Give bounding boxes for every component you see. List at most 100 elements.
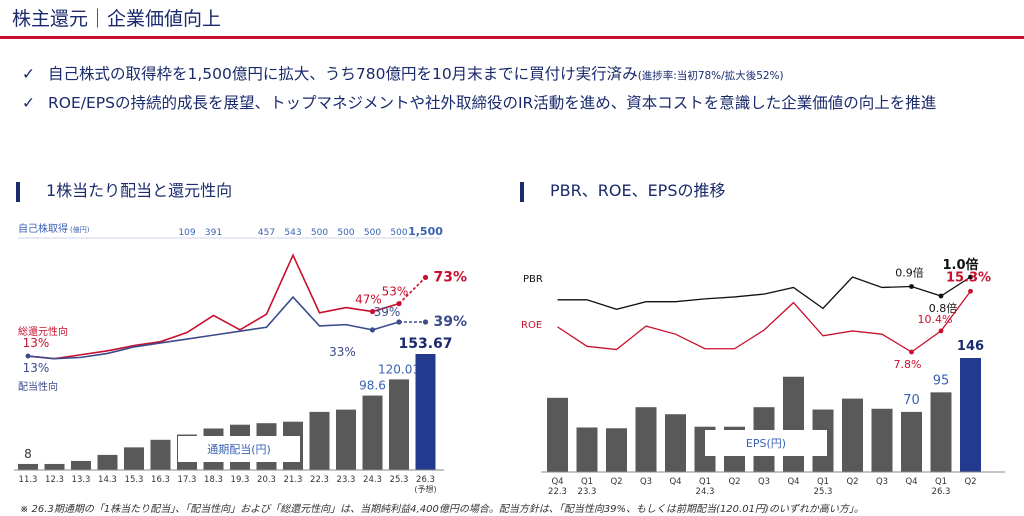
dividend-bar (18, 463, 38, 470)
dividend-bar (150, 439, 171, 470)
eps-bar (930, 392, 952, 472)
bullet-text: 自己株式の取得枠を1,500億円に拡大、うち780億円を10月末までに買付け実行… (48, 65, 638, 83)
eps-value: 70 (903, 393, 920, 408)
pbr-point (968, 274, 973, 280)
roe-label: 15.3% (946, 270, 991, 285)
category-label: 20.3 (257, 475, 276, 485)
eps-value: 146 (957, 339, 984, 354)
eps-bar (871, 408, 893, 472)
category-label: 13.3 (72, 475, 91, 485)
ratio-point (369, 308, 376, 315)
pbr-legend: PBR (523, 274, 543, 285)
dividend-bar (415, 354, 436, 470)
eps-bar (635, 407, 657, 472)
pbr-point (938, 293, 944, 299)
ratio-label: 73% (434, 269, 468, 285)
dividend-value: 153.67 (398, 336, 452, 352)
dividend-bar (362, 395, 383, 470)
pbr-label: 1.0倍 (942, 257, 978, 273)
category-label: Q4 (787, 477, 799, 487)
category-label: 19.3 (231, 475, 250, 485)
buyback-value: 500 (337, 228, 354, 238)
eps-bar (665, 414, 686, 472)
right-section-title: PBR、ROE、EPSの推移 (520, 177, 725, 202)
category-label: 17.3 (178, 475, 197, 485)
dividend-bar (97, 454, 118, 470)
buyback-unit: (億円) (70, 225, 90, 234)
dividend-value: 8 (24, 447, 32, 461)
right-section-label: PBR、ROE、EPSの推移 (550, 181, 726, 200)
buyback-value: 500 (364, 228, 381, 238)
ratio-line (27, 295, 400, 360)
section-marker (520, 181, 524, 202)
pbr-label: 0.9倍 (895, 266, 924, 280)
category-label: Q1 (581, 477, 593, 487)
buyback-value: 500 (390, 228, 407, 238)
eps-bar (783, 376, 804, 472)
roe-point (968, 288, 973, 294)
total-return-legend: 総還元性向 (18, 325, 68, 338)
eps-value: 95 (933, 373, 950, 388)
category-label: 26.3 (416, 475, 435, 485)
buyback-value: 1,500 (408, 225, 443, 238)
section-marker (16, 181, 20, 202)
ratio-label: 13% (23, 361, 50, 375)
dividend-bar (71, 460, 91, 470)
left-section-label: 1株当たり配当と還元性向 (46, 181, 233, 200)
category-label: 21.3 (284, 475, 303, 485)
category-label: Q2 (610, 477, 622, 487)
category-label: 22.3 (310, 475, 329, 485)
dividend-value: 120.01 (378, 362, 420, 376)
ratio-point (396, 301, 402, 307)
category-label: 12.3 (45, 475, 64, 485)
buyback-value: 391 (205, 228, 222, 238)
ratio-line (27, 253, 400, 360)
bar-legend-box (178, 436, 300, 462)
category-label: 18.3 (204, 475, 223, 485)
dividend-bar (309, 411, 330, 470)
category-label: 16.3 (151, 475, 170, 485)
bullet-text: ROE/EPSの持続的成長を展望、トップマネジメントや社外取締役のIR活動を進め… (48, 94, 937, 112)
payout-legend: 配当性向 (18, 380, 58, 393)
category-label: Q1 (699, 477, 711, 487)
bar-legend-label: 通期配当(円) (207, 442, 271, 456)
buyback-value: 500 (311, 228, 328, 238)
bullet-buyback: ✓ 自己株式の取得枠を1,500億円に拡大、うち780億円を10月末までに買付け実… (22, 62, 784, 84)
eps-bar (842, 398, 863, 472)
year-label: 24.3 (696, 487, 715, 497)
check-icon: ✓ (22, 94, 35, 112)
eps-bar (547, 397, 568, 472)
ratio-label: 47% (355, 293, 382, 307)
dividend-bar (124, 447, 144, 470)
check-icon: ✓ (22, 65, 35, 83)
roe-point (909, 349, 914, 355)
bullet-roe-eps: ✓ ROE/EPSの持続的成長を展望、トップマネジメントや社外取締役のIR活動を進… (22, 91, 936, 113)
year-label: 22.3 (548, 487, 567, 497)
roe-legend: ROE (521, 320, 542, 331)
ratio-label: 39% (434, 314, 468, 330)
ratio-label: 39% (374, 305, 401, 319)
category-label: 24.3 (363, 475, 382, 485)
dividend-bar (336, 409, 356, 470)
dividend-bar (389, 379, 409, 470)
eps-bar (606, 428, 627, 472)
roe-label: 7.8% (894, 358, 922, 371)
category-label: Q3 (640, 477, 652, 487)
ratio-label: 13% (23, 336, 50, 350)
category-label: Q4 (551, 477, 563, 487)
left-section-title: 1株当たり配当と還元性向 (16, 177, 232, 202)
title-rule (0, 36, 1024, 39)
category-label: Q1 (817, 477, 829, 487)
pbr-point (909, 284, 914, 289)
ratio-label: 33% (329, 345, 356, 359)
category-label: Q2 (846, 477, 858, 487)
bar-legend-label: EPS(円) (746, 437, 786, 450)
eps-bar (901, 411, 922, 472)
footnote: ※ 26.3期通期の「1株当たり配当」、「配当性向」および「総還元性向」は、当期… (20, 504, 864, 515)
ratio-point (25, 353, 31, 359)
ratio-point (422, 319, 429, 325)
category-label: 14.3 (98, 475, 117, 485)
ratio-line-forecast (398, 276, 427, 305)
page-title: 株主還元｜企業価値向上 (12, 8, 222, 30)
